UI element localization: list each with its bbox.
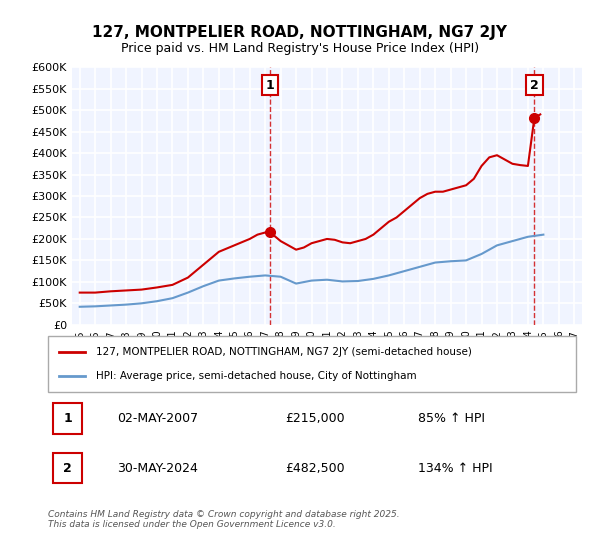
Text: 02-MAY-2007: 02-MAY-2007 <box>116 412 198 425</box>
Text: 127, MONTPELIER ROAD, NOTTINGHAM, NG7 2JY: 127, MONTPELIER ROAD, NOTTINGHAM, NG7 2J… <box>92 25 508 40</box>
Text: 1: 1 <box>266 79 275 92</box>
FancyBboxPatch shape <box>48 336 576 392</box>
Text: 127, MONTPELIER ROAD, NOTTINGHAM, NG7 2JY (semi-detached house): 127, MONTPELIER ROAD, NOTTINGHAM, NG7 2J… <box>95 347 472 357</box>
Text: Price paid vs. HM Land Registry's House Price Index (HPI): Price paid vs. HM Land Registry's House … <box>121 42 479 55</box>
Text: 134% ↑ HPI: 134% ↑ HPI <box>418 461 492 474</box>
Text: £482,500: £482,500 <box>286 461 345 474</box>
Text: Contains HM Land Registry data © Crown copyright and database right 2025.
This d: Contains HM Land Registry data © Crown c… <box>48 510 400 529</box>
Text: 2: 2 <box>63 461 72 474</box>
Text: 85% ↑ HPI: 85% ↑ HPI <box>418 412 485 425</box>
Text: HPI: Average price, semi-detached house, City of Nottingham: HPI: Average price, semi-detached house,… <box>95 371 416 381</box>
Text: £215,000: £215,000 <box>286 412 345 425</box>
FancyBboxPatch shape <box>53 403 82 434</box>
Text: 1: 1 <box>63 412 72 425</box>
Text: 2: 2 <box>530 79 539 92</box>
Text: 30-MAY-2024: 30-MAY-2024 <box>116 461 197 474</box>
FancyBboxPatch shape <box>53 453 82 483</box>
